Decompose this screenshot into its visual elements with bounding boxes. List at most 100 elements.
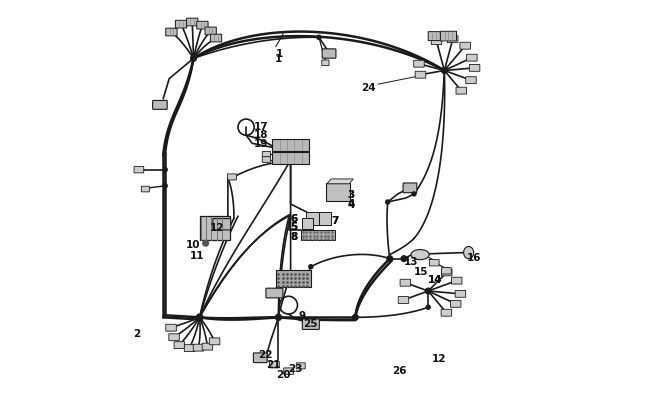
Circle shape <box>425 288 431 294</box>
FancyBboxPatch shape <box>209 338 220 345</box>
FancyBboxPatch shape <box>141 187 150 192</box>
Text: 15: 15 <box>414 266 428 276</box>
FancyBboxPatch shape <box>213 219 231 230</box>
Text: 8: 8 <box>291 232 298 242</box>
FancyBboxPatch shape <box>200 217 230 241</box>
Text: 3: 3 <box>347 190 354 199</box>
Circle shape <box>352 315 358 320</box>
FancyBboxPatch shape <box>415 72 426 79</box>
Circle shape <box>317 36 321 40</box>
FancyBboxPatch shape <box>254 353 267 363</box>
FancyBboxPatch shape <box>211 35 222 43</box>
FancyBboxPatch shape <box>284 368 293 375</box>
Text: 5: 5 <box>291 222 298 232</box>
FancyBboxPatch shape <box>227 175 237 181</box>
Text: 12: 12 <box>432 353 447 363</box>
FancyBboxPatch shape <box>447 37 458 44</box>
FancyBboxPatch shape <box>272 153 309 164</box>
FancyBboxPatch shape <box>296 363 305 369</box>
Circle shape <box>163 184 167 188</box>
Ellipse shape <box>411 250 429 260</box>
Text: 11: 11 <box>189 250 204 260</box>
FancyBboxPatch shape <box>441 269 452 276</box>
FancyBboxPatch shape <box>441 309 452 316</box>
FancyBboxPatch shape <box>465 78 476 84</box>
FancyBboxPatch shape <box>276 270 311 287</box>
FancyBboxPatch shape <box>322 50 336 59</box>
FancyBboxPatch shape <box>456 88 467 95</box>
FancyBboxPatch shape <box>197 22 208 30</box>
Circle shape <box>387 256 393 262</box>
FancyBboxPatch shape <box>431 38 442 45</box>
Text: 25: 25 <box>303 319 317 328</box>
FancyBboxPatch shape <box>452 277 462 284</box>
Text: 23: 23 <box>289 363 303 373</box>
FancyBboxPatch shape <box>301 231 335 241</box>
FancyBboxPatch shape <box>441 268 451 274</box>
Circle shape <box>426 305 430 309</box>
FancyBboxPatch shape <box>169 334 179 341</box>
FancyBboxPatch shape <box>440 32 456 42</box>
FancyBboxPatch shape <box>302 218 313 229</box>
FancyBboxPatch shape <box>193 344 203 351</box>
Text: 7: 7 <box>331 216 339 226</box>
Text: 6: 6 <box>291 214 298 224</box>
FancyBboxPatch shape <box>185 345 195 352</box>
FancyBboxPatch shape <box>174 342 185 349</box>
Text: 1: 1 <box>276 49 283 59</box>
Text: 4: 4 <box>347 200 355 209</box>
Circle shape <box>163 168 167 172</box>
FancyBboxPatch shape <box>270 362 280 368</box>
Circle shape <box>196 314 203 321</box>
Text: 5: 5 <box>291 222 298 232</box>
Text: 1: 1 <box>274 54 281 64</box>
FancyBboxPatch shape <box>302 319 319 330</box>
FancyBboxPatch shape <box>430 260 439 266</box>
FancyBboxPatch shape <box>134 167 144 173</box>
Text: 13: 13 <box>404 256 419 266</box>
FancyBboxPatch shape <box>306 212 318 225</box>
Circle shape <box>385 200 390 205</box>
FancyBboxPatch shape <box>153 101 167 110</box>
FancyBboxPatch shape <box>166 324 176 331</box>
Text: 2: 2 <box>133 329 140 339</box>
Circle shape <box>190 56 196 62</box>
Text: 17: 17 <box>254 122 269 132</box>
FancyBboxPatch shape <box>166 29 177 37</box>
Text: 14: 14 <box>428 274 443 284</box>
Text: 22: 22 <box>258 349 273 359</box>
FancyBboxPatch shape <box>400 279 411 286</box>
FancyBboxPatch shape <box>322 61 329 66</box>
FancyBboxPatch shape <box>202 343 213 350</box>
FancyBboxPatch shape <box>187 19 198 27</box>
FancyBboxPatch shape <box>326 183 350 201</box>
Text: 21: 21 <box>266 359 281 369</box>
FancyBboxPatch shape <box>413 61 424 68</box>
Circle shape <box>276 315 281 320</box>
Text: 8: 8 <box>291 232 298 242</box>
FancyBboxPatch shape <box>469 65 480 72</box>
FancyBboxPatch shape <box>205 28 216 36</box>
Circle shape <box>276 315 281 320</box>
Circle shape <box>441 68 447 74</box>
Text: 18: 18 <box>254 130 268 140</box>
Circle shape <box>401 256 407 262</box>
FancyBboxPatch shape <box>455 291 465 298</box>
FancyBboxPatch shape <box>460 43 471 50</box>
FancyBboxPatch shape <box>263 152 270 158</box>
Text: 9: 9 <box>299 311 306 320</box>
FancyBboxPatch shape <box>428 32 440 41</box>
Circle shape <box>412 192 416 196</box>
Circle shape <box>309 265 313 269</box>
FancyBboxPatch shape <box>272 140 309 151</box>
FancyBboxPatch shape <box>403 183 417 193</box>
Text: 24: 24 <box>361 83 376 92</box>
FancyBboxPatch shape <box>467 55 477 62</box>
Text: 3: 3 <box>347 190 354 199</box>
Text: 4: 4 <box>347 199 355 209</box>
Text: 19: 19 <box>254 138 268 148</box>
Text: 6: 6 <box>291 214 298 224</box>
FancyBboxPatch shape <box>398 297 409 304</box>
FancyBboxPatch shape <box>263 157 270 163</box>
Text: 12: 12 <box>210 222 224 232</box>
